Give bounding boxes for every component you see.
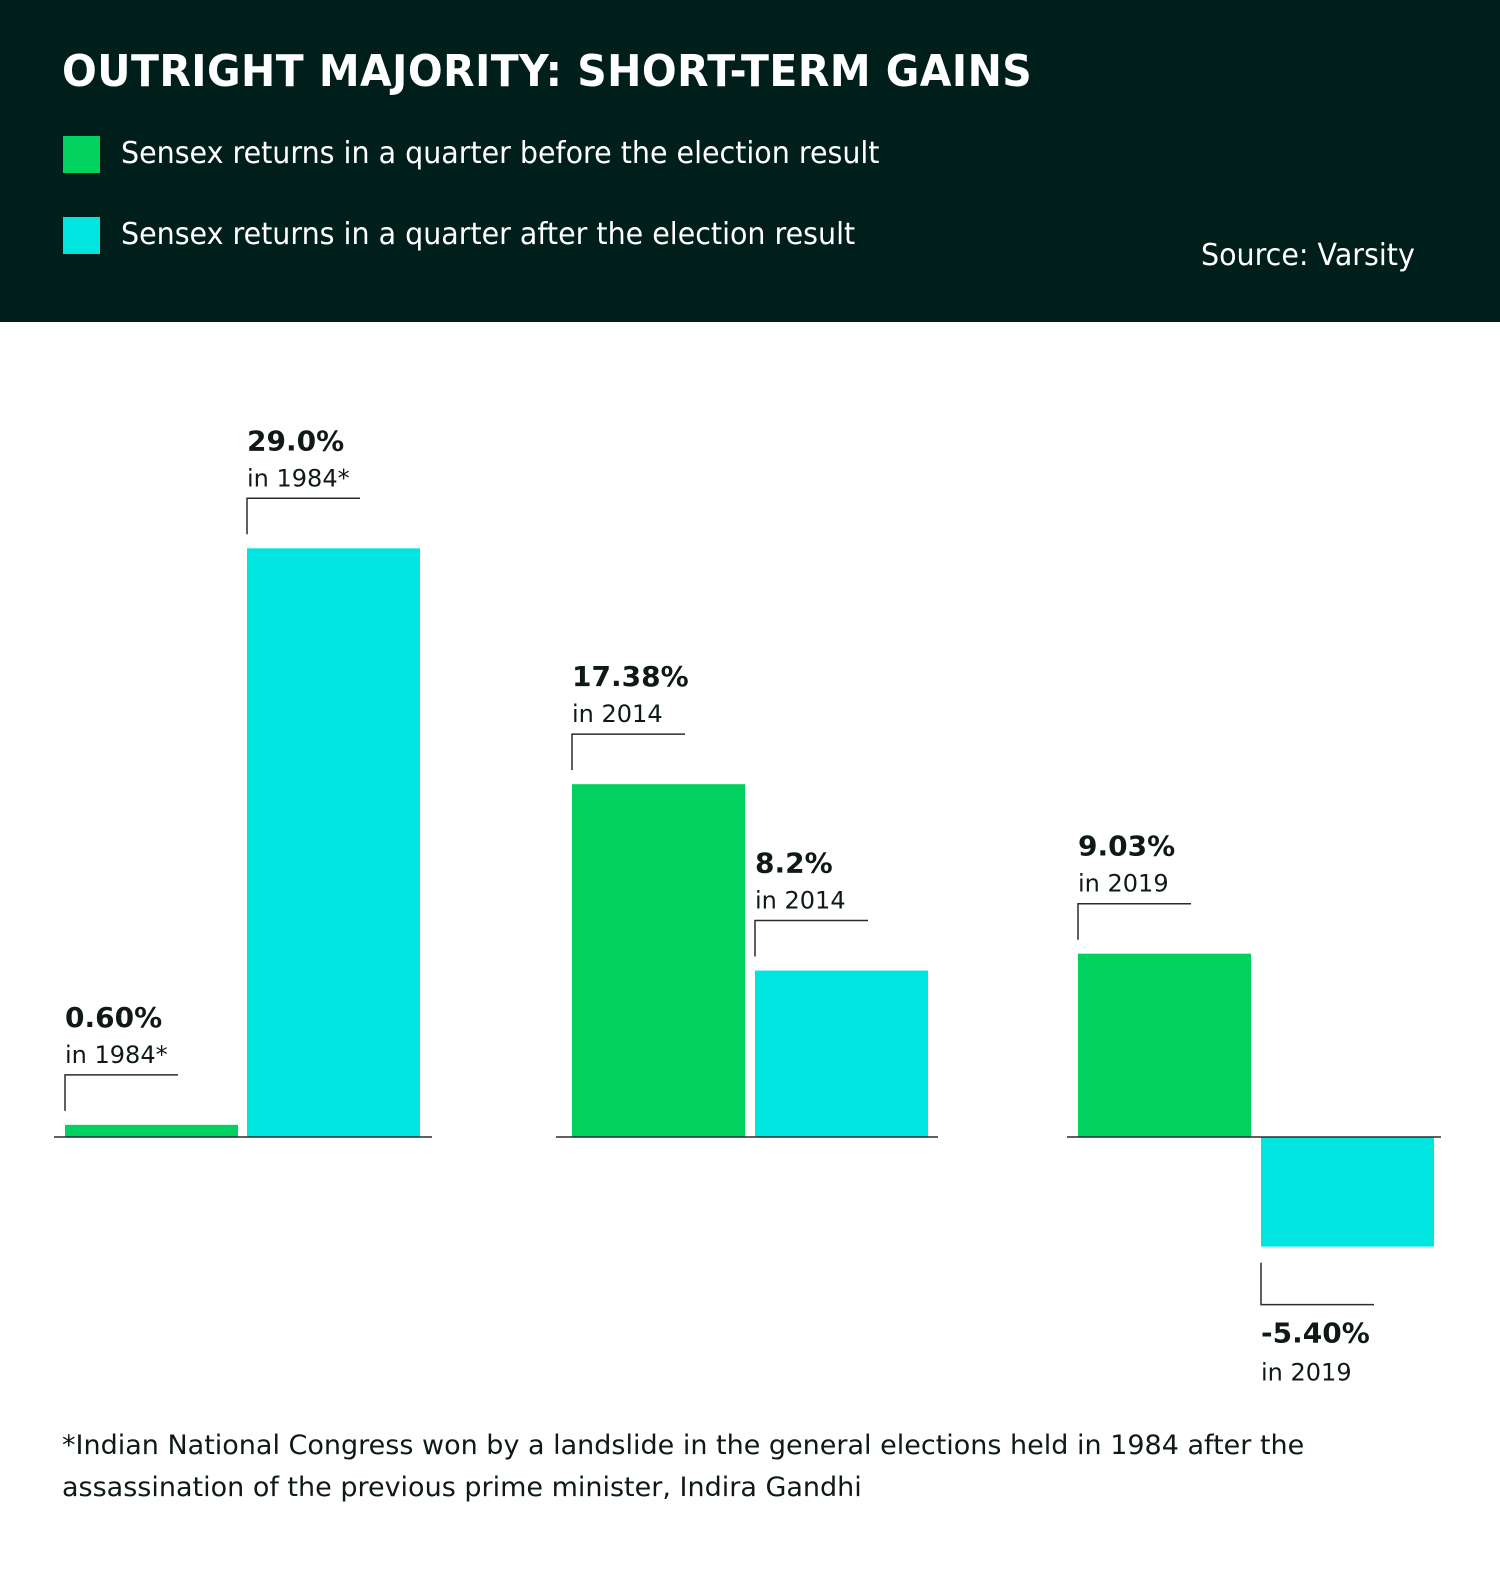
data-label: 9.03% — [1078, 830, 1175, 863]
chart-title: OUTRIGHT MAJORITY: SHORT-TERM GAINS — [62, 46, 1033, 97]
data-label: 17.38% — [572, 660, 689, 693]
bar — [65, 1124, 238, 1137]
callout-bracket — [64, 1074, 178, 1111]
data-sublabel: in 2014 — [755, 887, 846, 915]
data-sublabel: in 1984* — [65, 1041, 168, 1069]
footnote: *Indian National Congress won by a lands… — [62, 1430, 1305, 1503]
data-label: 0.60% — [65, 1001, 162, 1034]
legend-label-before: Sensex returns in a quarter before the e… — [121, 136, 880, 171]
callout-bracket — [1260, 1262, 1374, 1306]
legend-swatch-before — [63, 136, 100, 173]
callout-bracket — [571, 733, 685, 771]
legend-label-after: Sensex returns in a quarter after the el… — [121, 217, 856, 252]
legend-swatch-after — [63, 217, 100, 254]
data-sublabel: in 1984* — [247, 464, 350, 492]
data-sublabel: in 2019 — [1261, 1359, 1352, 1387]
bar — [572, 784, 745, 1137]
data-label: -5.40% — [1261, 1317, 1370, 1350]
bar — [1261, 1137, 1434, 1247]
header-banner: OUTRIGHT MAJORITY: SHORT-TERM GAINS Sens… — [0, 0, 1500, 322]
data-label: 29.0% — [247, 424, 344, 457]
data-sublabel: in 2014 — [572, 700, 663, 728]
data-sublabel: in 2019 — [1078, 870, 1169, 898]
bar — [1078, 953, 1251, 1137]
callout-bracket — [754, 919, 868, 957]
bar-chart: 0.60% in 1984* 29.0% in 1984* 17.38% in 2014 8… — [54, 424, 1441, 1387]
callout-bracket — [1077, 902, 1191, 940]
callout-bracket — [246, 497, 360, 535]
data-label: 8.2% — [755, 847, 833, 880]
bar — [247, 548, 420, 1137]
source-credit: Source: Varsity — [1201, 238, 1415, 273]
bar — [755, 970, 928, 1137]
